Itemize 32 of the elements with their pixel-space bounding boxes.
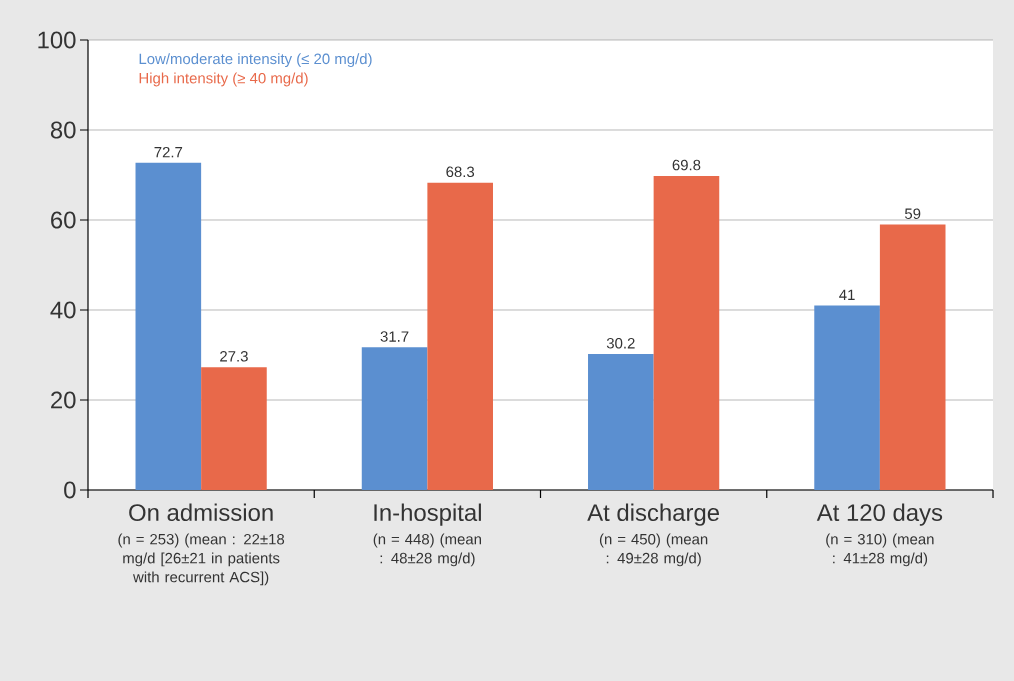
bar [427, 182, 493, 490]
bar [361, 347, 428, 490]
text: High intensity (≥ 40 mg/d) [139, 72, 308, 87]
data-label: 27.3 [220, 351, 248, 362]
x-tick-label: At discharge [587, 503, 719, 526]
data-label: 59 [904, 208, 921, 219]
data-label: 41 [839, 289, 855, 300]
bar [814, 305, 880, 490]
bar [879, 224, 946, 490]
text: (n = 448) (mean : 48±28 mg/d) [373, 533, 481, 567]
bar [201, 367, 267, 490]
x-tick-label: In-hospital [374, 503, 481, 526]
bar [588, 354, 654, 490]
y-tick-label: 100 [38, 31, 76, 49]
data-label: 69.8 [672, 159, 701, 171]
text: (n = 450) (mean : 49±28 mg/d) [599, 533, 708, 567]
text: (n = 310) (mean : 41±28 mg/d) [826, 533, 934, 567]
bar [653, 175, 720, 490]
data-label: 68.3 [446, 166, 475, 178]
bar [135, 162, 202, 490]
y-tick-label: 80 [50, 121, 76, 139]
data-label: 30.2 [606, 337, 635, 349]
x-tick-label: At 120 days [816, 503, 943, 526]
y-tick-label: 0 [64, 481, 76, 499]
y-tick-label: 60 [51, 211, 76, 229]
x-tick-label: On admission [129, 503, 273, 522]
text: Low/moderate intensity (≤ 20 mg/d) [139, 53, 372, 68]
data-label: 72.7 [154, 146, 183, 158]
y-tick-label: 40 [50, 301, 76, 319]
y-tick-label: 20 [51, 391, 76, 409]
text: (n = 253) (mean : 22±18 mg/d [26±21 in patients with recurrent ACS]) [118, 533, 285, 586]
data-label: 31.7 [380, 331, 409, 342]
